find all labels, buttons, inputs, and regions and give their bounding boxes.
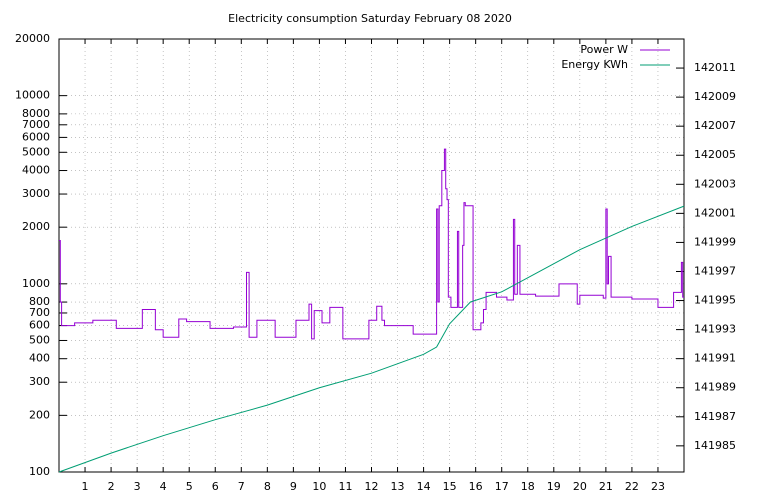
x-tick-label: 1: [82, 480, 89, 493]
y2-tick-label: 142003: [694, 177, 736, 190]
y-tick-label: 500: [29, 333, 50, 346]
x-tick-label: 5: [186, 480, 193, 493]
chart-title: Electricity consumption Saturday Februar…: [228, 12, 512, 25]
x-tick-label: 15: [443, 480, 457, 493]
x-tick-label: 2: [108, 480, 115, 493]
x-tick-label: 19: [547, 480, 561, 493]
x-tick-label: 16: [469, 480, 483, 493]
y2-tick-label: 142005: [694, 148, 736, 161]
y-tick-label: 10000: [15, 89, 50, 102]
y-tick-label: 400: [29, 352, 50, 365]
x-tick-label: 13: [391, 480, 405, 493]
x-tick-label: 11: [338, 480, 352, 493]
y2-tick-label: 142011: [694, 61, 736, 74]
x-tick-label: 12: [365, 480, 379, 493]
x-tick-label: 9: [290, 480, 297, 493]
series-line: [59, 148, 684, 340]
y-tick-label: 100: [29, 465, 50, 478]
x-tick-label: 21: [599, 480, 613, 493]
y2-tick-label: 142001: [694, 206, 736, 219]
y-tick-label: 6000: [22, 130, 50, 143]
x-tick-label: 10: [312, 480, 326, 493]
x-tick-label: 14: [417, 480, 431, 493]
x-tick-label: 18: [521, 480, 535, 493]
x-tick-label: 17: [495, 480, 509, 493]
y-tick-label: 1000: [22, 277, 50, 290]
y-tick-label: 300: [29, 375, 50, 388]
y2-tick-label: 141991: [694, 352, 736, 365]
legend-label: Energy KWh: [561, 58, 628, 71]
y-tick-label: 2000: [22, 220, 50, 233]
legend-label: Power W: [580, 43, 628, 56]
y-tick-label: 8000: [22, 107, 50, 120]
plot-border: [58, 38, 685, 473]
y-tick-label: 200: [29, 408, 50, 421]
x-tick-label: 8: [264, 480, 271, 493]
y-tick-label: 20000: [15, 32, 50, 45]
series-line: [58, 205, 685, 473]
x-tick-label: 23: [651, 480, 665, 493]
y2-tick-label: 141989: [694, 381, 736, 394]
y2-tick-label: 141997: [694, 264, 736, 277]
y2-tick-label: 141995: [694, 294, 736, 307]
y2-tick-label: 141985: [694, 439, 736, 452]
x-tick-label: 7: [238, 480, 245, 493]
y-tick-label: 7000: [22, 118, 50, 131]
y2-tick-label: 141999: [694, 235, 736, 248]
x-tick-label: 20: [573, 480, 587, 493]
y2-tick-label: 141987: [694, 410, 736, 423]
y2-tick-label: 142009: [694, 90, 736, 103]
y-tick-label: 4000: [22, 164, 50, 177]
y-tick-label: 3000: [22, 187, 50, 200]
y2-tick-label: 141993: [694, 323, 736, 336]
x-tick-label: 22: [625, 480, 639, 493]
x-tick-label: 4: [160, 480, 167, 493]
y2-tick-label: 142007: [694, 119, 736, 132]
y-tick-label: 5000: [22, 145, 50, 158]
x-tick-label: 6: [212, 480, 219, 493]
y-tick-label: 800: [29, 295, 50, 308]
y-tick-label: 700: [29, 306, 50, 319]
x-tick-label: 3: [134, 480, 141, 493]
y-tick-label: 600: [29, 319, 50, 332]
